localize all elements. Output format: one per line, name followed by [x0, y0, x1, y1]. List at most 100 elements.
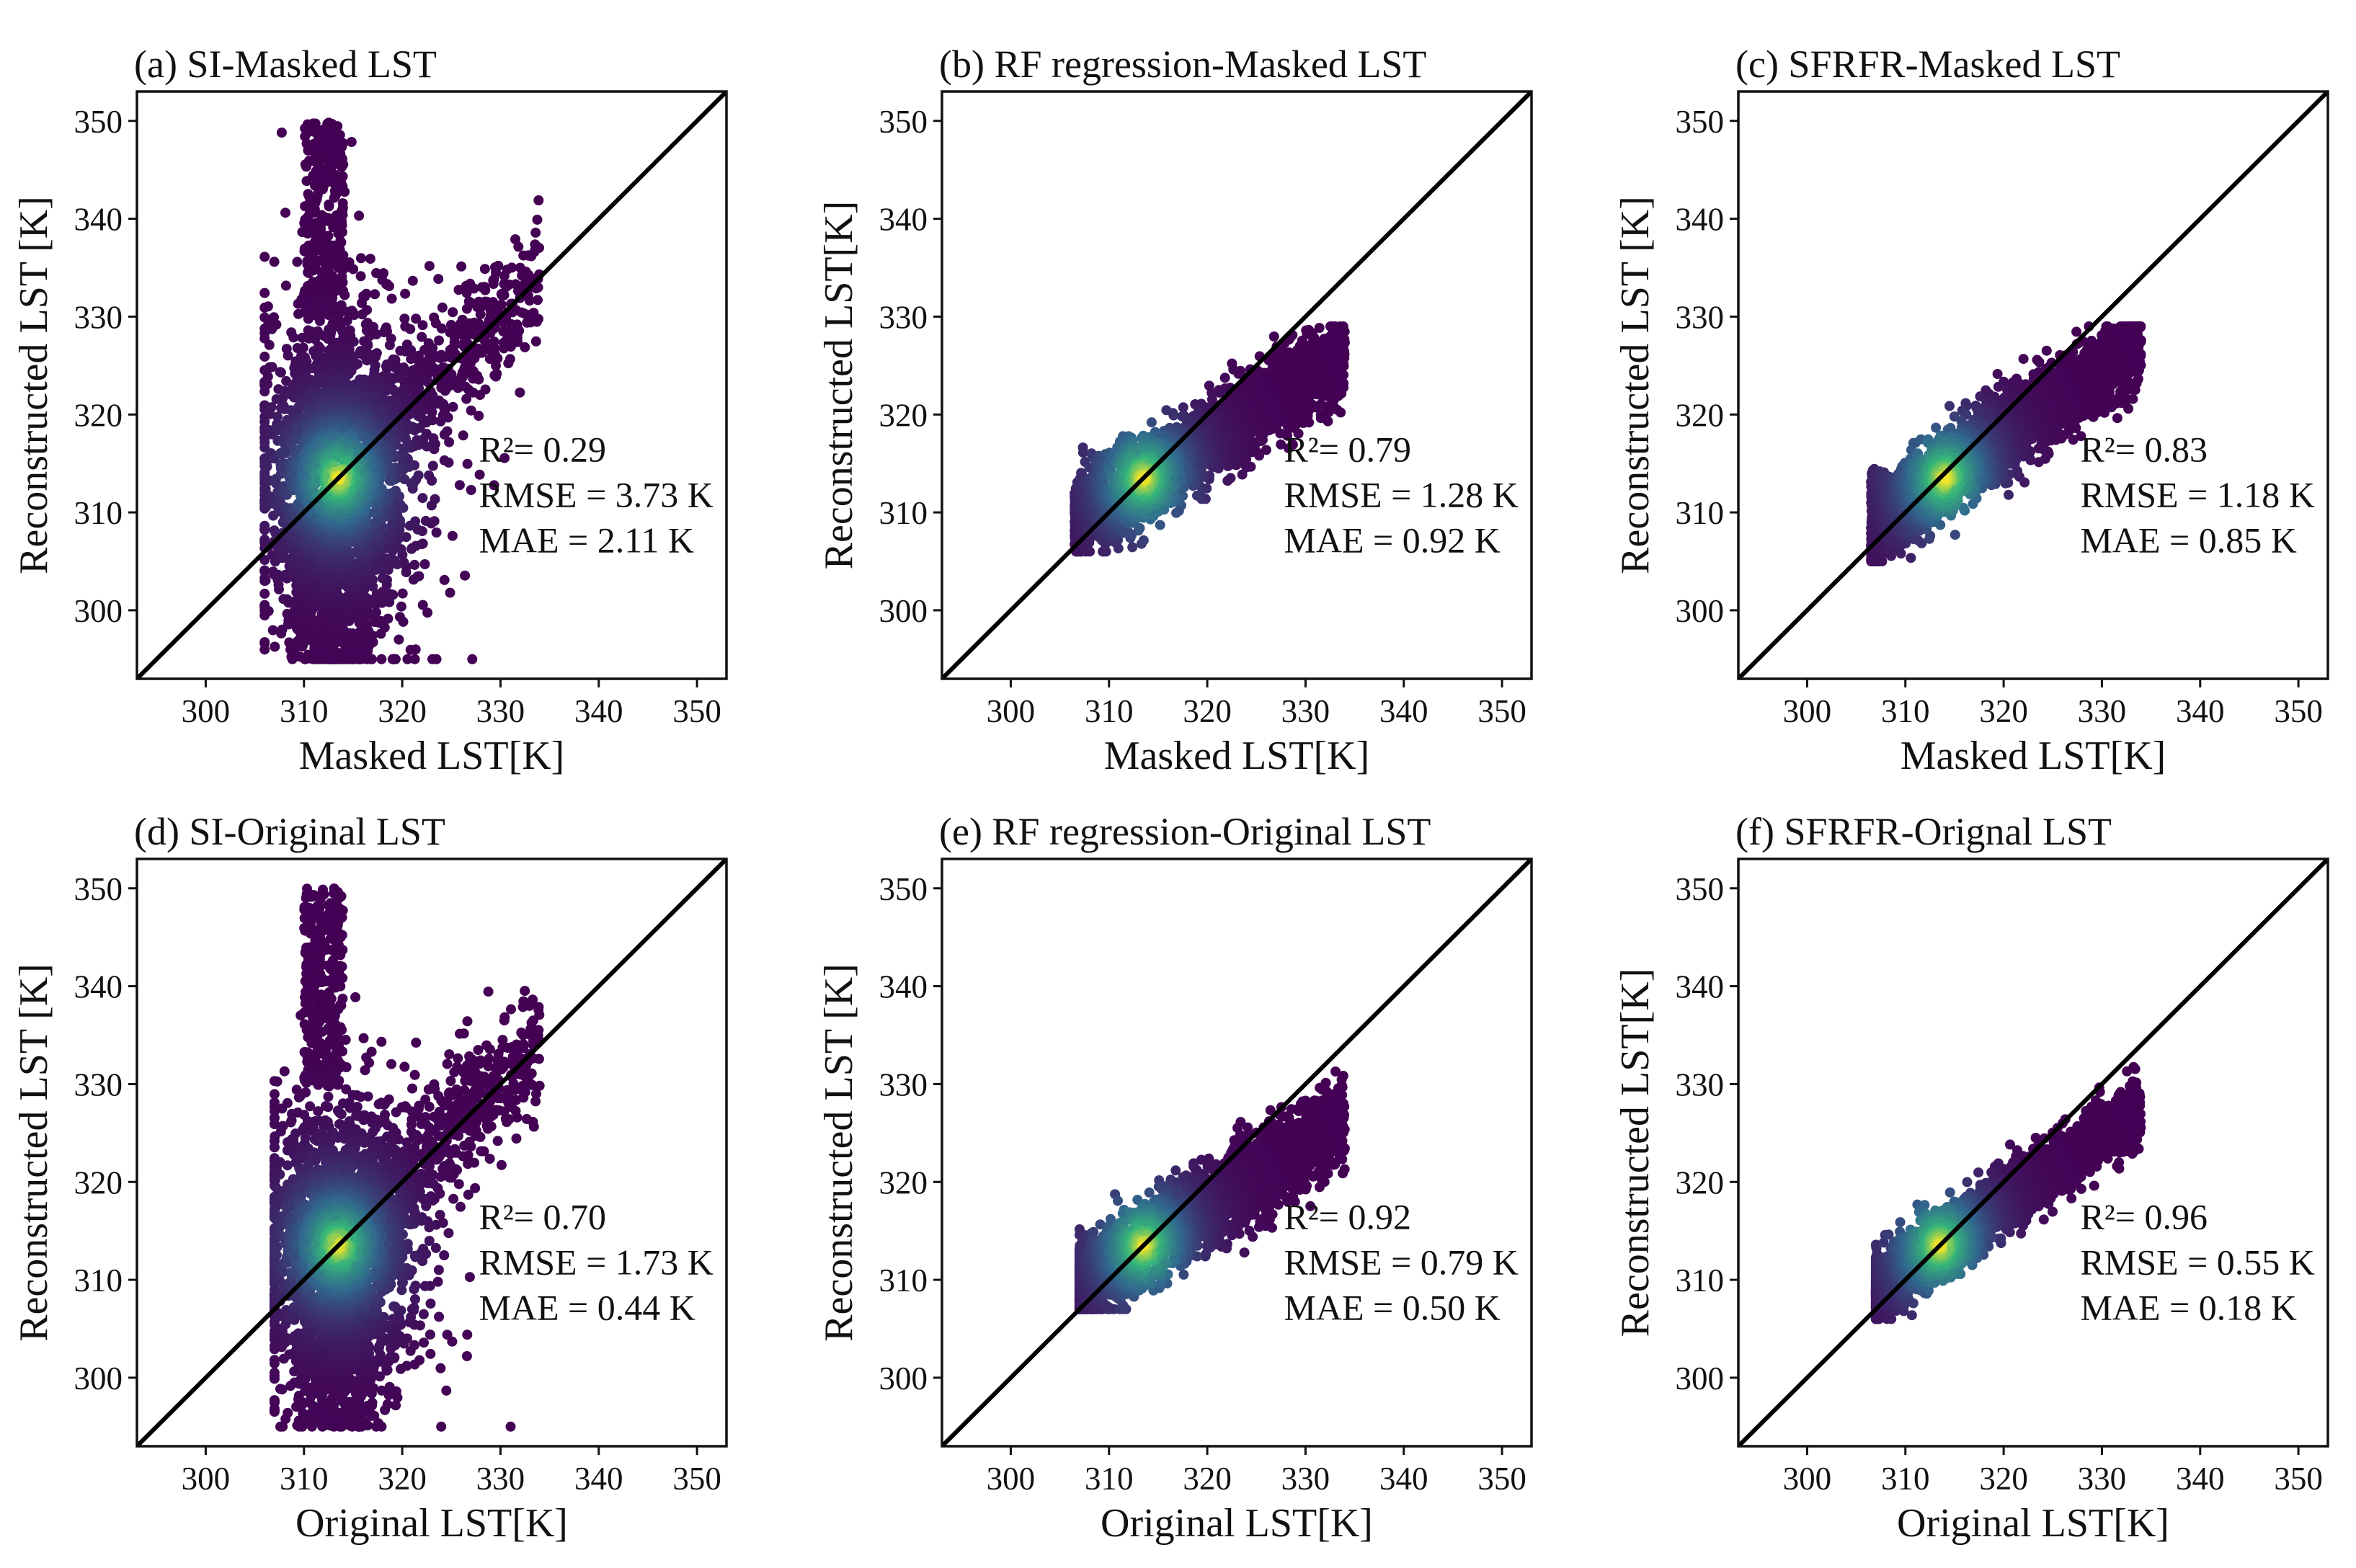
scatter-point [259, 251, 270, 262]
scatter-point [447, 530, 458, 541]
y-tick-label: 340 [74, 202, 123, 238]
scatter-point [404, 520, 415, 531]
scatter-point [427, 654, 437, 664]
scatter-point [259, 351, 270, 362]
scatter-point [384, 281, 394, 292]
scatter-point [394, 612, 405, 623]
scatter-point [355, 271, 366, 282]
scatter-point [259, 588, 270, 599]
scatter-point [427, 460, 438, 471]
scatter-point [264, 339, 275, 350]
scatter-point [489, 370, 500, 380]
scatter-point [267, 324, 277, 334]
x-tick-label: 300 [182, 693, 231, 729]
scatter-point [281, 544, 292, 554]
scatter-point [302, 228, 313, 239]
scatter-point [262, 301, 273, 312]
scatter-point [405, 644, 416, 655]
scatter-point [434, 335, 444, 346]
scatter-point [497, 290, 507, 300]
scatter-point [517, 270, 528, 281]
scatter-point [1228, 364, 1239, 375]
panel-0: 300 310 320 330 340 350300310320330340350(a) … [12, 43, 728, 778]
scatter-point [489, 480, 499, 491]
scatter-point [444, 437, 455, 447]
scatter-point [400, 288, 411, 299]
scatter-point [518, 250, 529, 261]
scatter-point [522, 317, 533, 328]
scatter-point [435, 352, 445, 363]
scatter-point [284, 637, 295, 648]
scatter-point [355, 253, 366, 264]
x-tick-label: 320 [378, 693, 427, 729]
scatter-point [267, 625, 278, 636]
scatter-point [424, 470, 435, 481]
scatter-point [437, 302, 448, 313]
y-axis-label: Reconstructed LST [K] [12, 196, 56, 574]
scatter-point [303, 268, 314, 278]
scatter-point [474, 411, 484, 421]
scatter-point [439, 574, 450, 585]
r2-label: R²= 0.29 [479, 429, 606, 469]
scatter-point [417, 320, 428, 331]
scatter-point [431, 527, 442, 538]
scatter-point [329, 192, 339, 203]
scatter-point [420, 515, 431, 526]
scatter-point [461, 303, 472, 314]
scatter-point [272, 569, 283, 580]
scatter-point [430, 318, 441, 329]
scatter-point [384, 476, 395, 486]
scatter-point [458, 430, 468, 441]
panel-1: 300 310 320 330 340 350300310320330340350(b) … [817, 43, 1533, 778]
mae-label: MAE = 2.11 K [479, 520, 694, 560]
y-tick-label: 350 [74, 104, 123, 140]
scatter-point [455, 318, 466, 329]
scatter-point [349, 310, 360, 320]
scatter-point [259, 600, 270, 610]
scatter-point [363, 340, 373, 351]
scatter-point [337, 161, 347, 172]
scatter-point [357, 298, 367, 308]
scatter-point [436, 383, 447, 393]
scatter-point [386, 293, 397, 304]
scatter-point [324, 201, 334, 212]
scatter-point [484, 354, 495, 365]
scatter-point [445, 587, 455, 598]
scatter-point [1268, 331, 1279, 342]
scatter-point [281, 375, 292, 386]
scatter-point [283, 350, 293, 361]
scatter-point [387, 654, 398, 664]
scatter-point [1127, 542, 1138, 553]
scatter-point [467, 654, 478, 664]
scatter-point [1177, 411, 1188, 422]
scatter-point [406, 354, 417, 365]
scatter-point [270, 641, 280, 652]
scatter-point [439, 455, 450, 466]
scatter-point [466, 405, 476, 416]
scatter-point [479, 264, 490, 275]
scatter-point [275, 367, 286, 378]
scatter-point [396, 601, 406, 612]
scatter-point [461, 393, 472, 404]
scatter-point [491, 360, 501, 371]
scatter-point [412, 411, 423, 422]
scatter-point [269, 257, 280, 267]
scatter-point [400, 321, 411, 331]
x-axis-label: Masked LST[K] [299, 734, 565, 778]
scatter-point [417, 600, 428, 610]
scatter-point [417, 331, 427, 342]
scatter-point [279, 553, 290, 564]
scatter-point [301, 176, 312, 187]
scatter-point [475, 309, 486, 320]
scatter-point [408, 574, 419, 585]
scatter-point [387, 518, 398, 529]
scatter-point [1168, 410, 1179, 421]
scatter-point [409, 654, 420, 664]
scatter-point [399, 474, 410, 484]
scatter-point [371, 268, 382, 278]
scatter-point [456, 261, 467, 272]
scatter-point [498, 326, 509, 337]
scatter-point [397, 588, 408, 599]
scatter-points-0 [259, 117, 545, 664]
scatter-point [426, 500, 437, 511]
